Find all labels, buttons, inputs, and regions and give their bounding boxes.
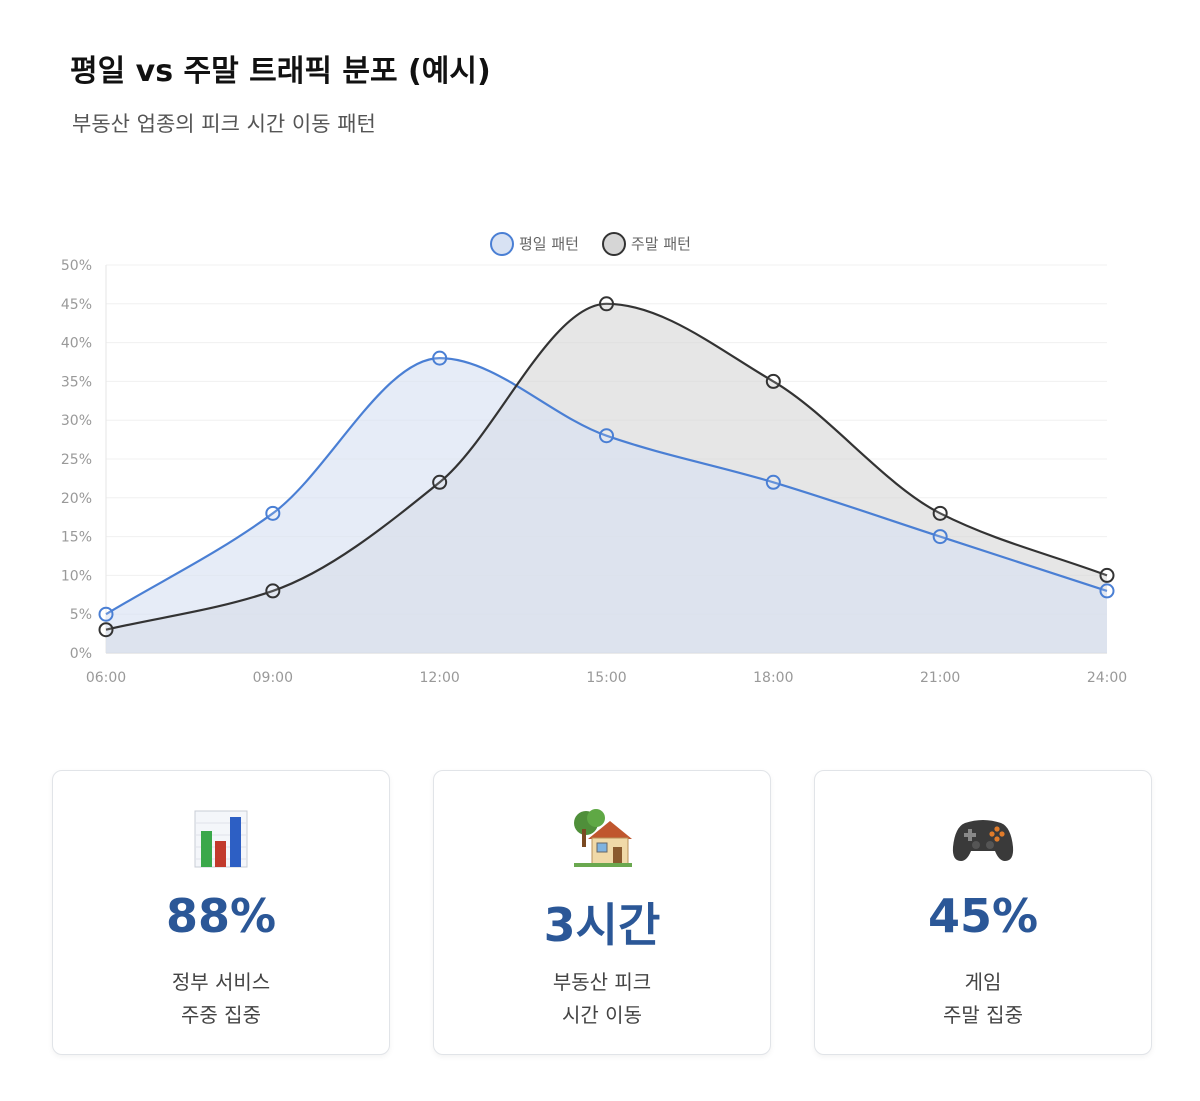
data-point: [932, 529, 948, 545]
chart-legend: 평일 패턴 주말 패턴: [490, 232, 691, 256]
data-point: [765, 373, 781, 389]
x-tick-label: 24:00: [1087, 670, 1127, 686]
y-axis: 0% 5% 10% 15% 20% 25% 30% 35% 40% 45% 50%: [61, 258, 92, 662]
data-point: [599, 296, 614, 312]
card-label-line1: 정부 서비스: [171, 970, 271, 994]
series-areas: [106, 303, 1107, 653]
data-point: [98, 606, 114, 622]
data-point: [265, 583, 281, 599]
y-tick-label: 20%: [61, 491, 92, 507]
chart-subtitle: 부동산 업종의 피크 시간 이동 패턴: [72, 112, 376, 136]
x-tick-label: 15:00: [586, 670, 626, 686]
legend-item[interactable]: 평일 패턴: [490, 232, 579, 256]
card-value: 88%: [165, 889, 277, 943]
y-tick-label: 40%: [61, 336, 92, 352]
card-label-line1: 게임: [964, 970, 1002, 994]
x-tick-label: 21:00: [920, 670, 960, 686]
y-tick-label: 15%: [61, 530, 92, 546]
house-icon: [434, 809, 770, 873]
x-tick-label: 18:00: [753, 670, 793, 686]
y-tick-label: 45%: [61, 297, 92, 313]
card-label: 부동산 피크 시간 이동: [434, 966, 770, 1032]
data-point: [432, 474, 448, 490]
bar-chart-icon: [53, 809, 389, 873]
y-tick-label: 0%: [70, 646, 92, 662]
data-point: [1099, 583, 1115, 599]
y-tick-label: 10%: [61, 568, 92, 584]
y-tick-label: 30%: [61, 413, 92, 429]
chart-title: 평일 vs 주말 트래픽 분포 (예시): [70, 54, 491, 89]
data-point: [599, 428, 614, 444]
card-value: 45%: [927, 889, 1039, 943]
y-tick-label: 35%: [61, 374, 92, 390]
data-point: [98, 622, 114, 638]
legend-label: 주말 패턴: [631, 235, 691, 253]
series-line: [105, 357, 1108, 616]
traffic-chart: 평일 패턴 주말 패턴 0% 5% 10% 15% 20% 25% 30% 35% 40% 45% 5…: [0, 220, 1200, 700]
summary-cards: 88% 정부 서비스 주중 집중 3시간 부동산 피크 시간 이동: [52, 770, 1152, 1055]
y-tick-label: 25%: [61, 452, 92, 468]
data-point: [1099, 567, 1115, 583]
series-line: [105, 302, 1108, 631]
gamepad-icon: [815, 809, 1151, 873]
y-tick-label: 5%: [70, 607, 92, 623]
x-tick-label: 12:00: [419, 670, 459, 686]
card-label-line2: 주말 집중: [943, 1003, 1023, 1027]
x-tick-label: 06:00: [86, 670, 126, 686]
summary-card-real-estate: 3시간 부동산 피크 시간 이동: [433, 770, 771, 1055]
data-point: [932, 505, 948, 521]
summary-card-government: 88% 정부 서비스 주중 집중: [52, 770, 390, 1055]
card-label: 정부 서비스 주중 집중: [53, 966, 389, 1032]
legend-swatch: [602, 232, 626, 256]
legend-swatch: [490, 232, 514, 256]
x-tick-label: 09:00: [253, 670, 293, 686]
legend-label: 평일 패턴: [519, 235, 579, 253]
series-points: [98, 296, 1115, 638]
data-point: [765, 474, 781, 490]
card-value: 3시간: [543, 898, 661, 952]
y-tick-label: 50%: [61, 258, 92, 274]
x-axis: 06:00 09:00 12:00 15:00 18:00 21:00 24:00: [86, 670, 1127, 686]
card-label-line1: 부동산 피크: [552, 970, 652, 994]
data-point: [265, 505, 281, 521]
data-point: [432, 350, 448, 366]
legend-item[interactable]: 주말 패턴: [602, 232, 691, 256]
series-area: [106, 358, 1107, 653]
card-label-line2: 시간 이동: [562, 1003, 642, 1027]
series-lines: [105, 302, 1108, 631]
card-label-line2: 주중 집중: [181, 1003, 261, 1027]
chart-svg: 평일 패턴 주말 패턴 0% 5% 10% 15% 20% 25% 30% 35% 40% 45% 5…: [61, 232, 1127, 686]
card-label: 게임 주말 집중: [815, 966, 1151, 1032]
summary-card-game: 45% 게임 주말 집중: [814, 770, 1152, 1055]
